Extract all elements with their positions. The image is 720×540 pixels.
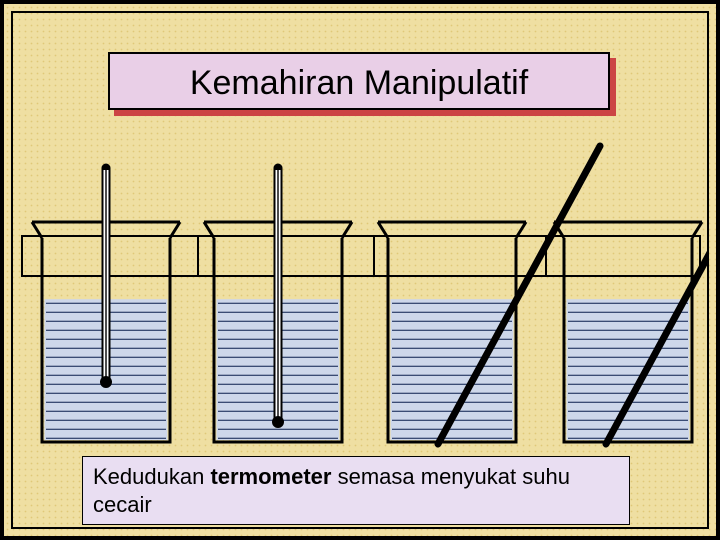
caption-box: Kedudukan termometer semasa menyukat suh…	[82, 456, 630, 525]
title-text: Kemahiran Manipulatif	[190, 64, 528, 102]
caption-bold: termometer	[210, 464, 331, 489]
caption-prefix: Kedudukan	[93, 464, 210, 489]
diagram-canvas: Kemahiran Manipulatif Kedudukan termomet…	[0, 0, 720, 540]
title-box: Kemahiran Manipulatif	[108, 52, 610, 110]
